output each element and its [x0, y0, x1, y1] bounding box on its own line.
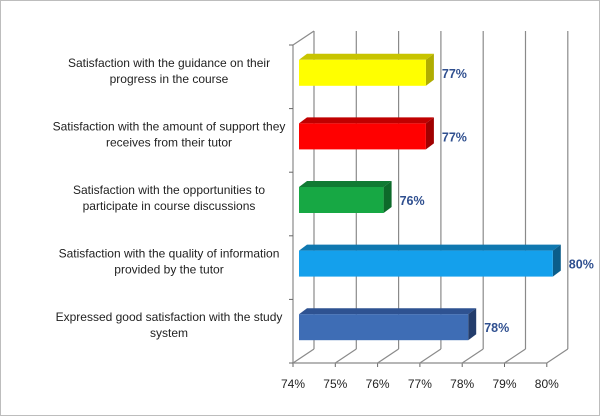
bar-side [425, 53, 434, 86]
floor-gridline [419, 348, 442, 364]
x-tick-label: 80% [535, 377, 559, 391]
x-tick-label: 76% [366, 377, 390, 391]
category-label: Satisfaction with the opportunities to [73, 183, 265, 197]
category-label: provided by the tutor [114, 263, 223, 277]
category-label: progress in the course [110, 72, 229, 86]
bar [299, 187, 384, 213]
data-label: 77% [442, 130, 467, 144]
floor-gridline [377, 348, 399, 364]
x-tick-label: 75% [323, 377, 347, 391]
bar [299, 314, 469, 341]
x-tick-label: 79% [492, 377, 516, 391]
category-label: system [150, 326, 188, 340]
bar-top [299, 53, 434, 60]
bar-top [299, 244, 561, 251]
category-label: participate in course discussions [83, 199, 256, 213]
floor-gridline [504, 348, 526, 364]
x-tick-label: 78% [450, 377, 474, 391]
bar-top [299, 308, 477, 315]
bar [299, 59, 426, 86]
floor-gridline [292, 348, 315, 364]
bar-top [299, 181, 392, 187]
bar-side [468, 308, 477, 341]
bar-side [425, 117, 434, 150]
side-wall-top [292, 30, 315, 46]
category-label: Expressed good satisfaction with the stu… [56, 310, 283, 324]
category-label: receives from their tutor [106, 135, 232, 149]
category-label: Satisfaction with the guidance on their [68, 56, 270, 70]
category-label: Satisfaction with the amount of support … [53, 119, 286, 133]
data-label: 80% [569, 258, 594, 272]
floor-gridline [461, 348, 484, 364]
data-label: 77% [442, 67, 467, 81]
data-label: 78% [484, 321, 509, 335]
floor-gridline [334, 348, 357, 364]
x-tick-label: 74% [281, 377, 305, 391]
bar [299, 250, 553, 277]
data-label: 76% [400, 194, 425, 208]
bar-side [552, 244, 561, 277]
floor-gridline [546, 348, 569, 364]
bar-top [299, 117, 434, 124]
bar [299, 123, 426, 150]
category-label: Satisfaction with the quality of informa… [59, 247, 280, 261]
x-tick-label: 77% [408, 377, 432, 391]
bar-side [383, 181, 392, 213]
